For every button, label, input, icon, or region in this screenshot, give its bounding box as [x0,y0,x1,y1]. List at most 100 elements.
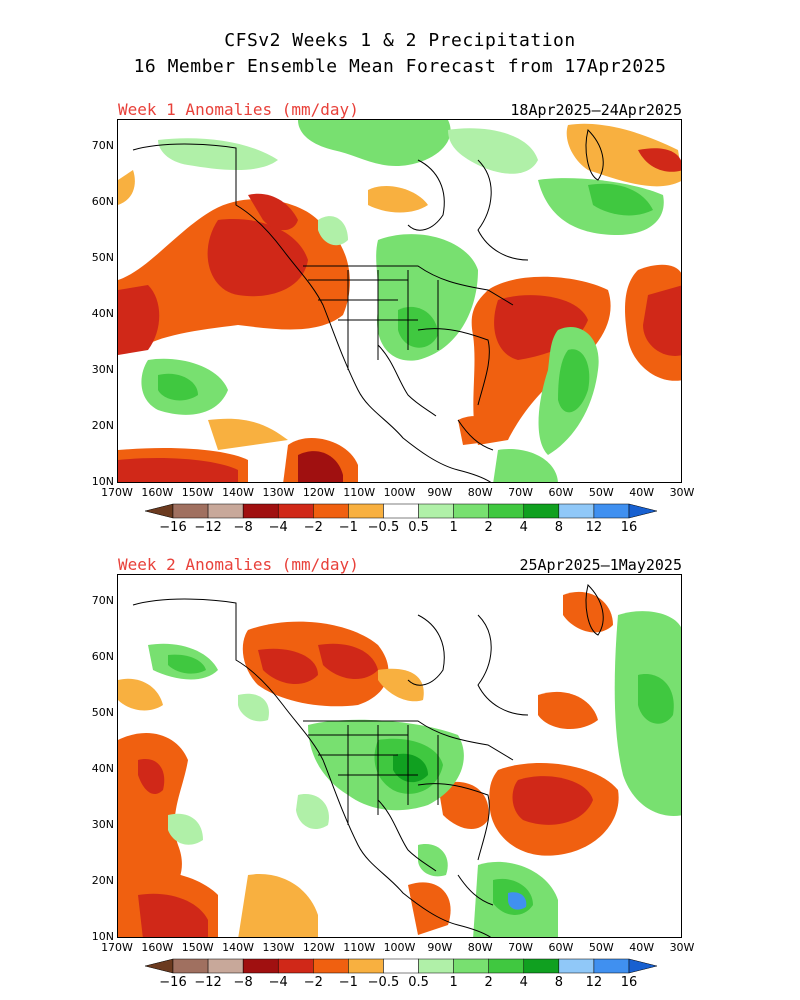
figure-title: CFSv2 Weeks 1 & 2 Precipitation [224,30,576,51]
colorbar-swatch [348,503,384,519]
lon-label: 140W [222,486,254,499]
colorbar-svg [144,958,658,974]
colorbar-tick-label: 12 [585,520,603,535]
week1-map [117,119,682,483]
colorbar-tick-label: 12 [585,975,603,990]
lon-label: 150W [181,486,214,499]
colorbar-swatch [277,503,314,519]
lat-label: 60N [91,650,114,663]
colorbar-swatch [418,958,454,974]
colorbar-swatch [523,958,560,974]
colorbar-tick-label: −8 [233,975,253,990]
colorbar-swatch [277,958,314,974]
lon-label: 120W [302,486,335,499]
colorbar-swatch [488,503,525,519]
colorbar-tick-label: 8 [554,520,563,535]
colorbar-swatch [172,503,209,519]
colorbar-swatch [242,503,279,519]
colorbar-tick-label: −2 [303,520,323,535]
lat-label: 30N [91,818,114,831]
lon-label: 110W [343,941,376,954]
lon-label: 130W [262,486,295,499]
week1-dates: 18Apr2025–24Apr2025 [510,101,682,119]
week1-dry-anomaly-fill [118,123,681,482]
week1-wet-anomaly-fill [141,120,664,482]
colorbar-swatch [523,503,560,519]
colorbar-tick-label: 4 [519,520,528,535]
lon-label: 60W [548,941,574,954]
colorbar-tick-label: 8 [554,975,563,990]
colorbar-tick-label: −16 [159,520,187,535]
lat-label: 20N [91,419,114,432]
colorbar-tick-label: −2 [303,975,323,990]
lat-label: 40N [91,762,114,775]
figure-subtitle: 16 Member Ensemble Mean Forecast from 17… [133,56,667,77]
colorbar-swatch [418,503,454,519]
lon-label: 30W [669,941,695,954]
week2-map [117,574,682,938]
colorbar-swatch [348,958,384,974]
lon-label: 160W [141,486,174,499]
week2-title: Week 2 Anomalies (mm/day) [118,555,359,574]
colorbar-tick-label: −16 [159,975,187,990]
colorbar-tick-label: −4 [268,520,288,535]
colorbar-swatch [242,958,279,974]
colorbar-tick-label: 1 [449,975,458,990]
week2-dates: 25Apr2025–1May2025 [519,556,682,574]
colorbar-tick-label: 0.5 [408,975,429,990]
week1-colorbar [144,503,658,523]
lat-label: 10N [91,930,114,943]
colorbar-tick-label: −12 [194,520,222,535]
colorbar-tick-label: 4 [519,975,528,990]
week1-title: Week 1 Anomalies (mm/day) [118,100,359,119]
colorbar-tick-label: −8 [233,520,253,535]
lon-label: 90W [427,941,453,954]
colorbar-swatch [558,503,595,519]
lat-label: 70N [91,594,114,607]
colorbar-tick-label: 16 [620,520,638,535]
lon-label: 160W [141,941,174,954]
week2-wet-anomaly-fill [148,611,681,937]
lon-label: 100W [383,941,416,954]
colorbar-swatch [453,958,489,974]
lon-label: 40W [629,486,655,499]
colorbar-tick-label: −12 [194,975,222,990]
lat-label: 50N [91,706,114,719]
lon-label: 60W [548,486,574,499]
week2-coastlines [132,584,604,937]
colorbar-swatch [172,958,209,974]
colorbar-swatch [558,958,595,974]
colorbar-swatch [453,503,489,519]
colorbar-swatch [488,958,525,974]
lat-label: 10N [91,475,114,488]
colorbar-swatch [383,503,419,519]
colorbar-tick-label: 0.5 [408,520,429,535]
lon-label: 70W [508,941,533,954]
colorbar-swatch [207,958,244,974]
lat-label: 30N [91,363,114,376]
lat-label: 50N [91,251,114,264]
colorbar-tick-label: 16 [620,975,638,990]
colorbar-swatch [383,958,419,974]
colorbar-tick-label: −1 [338,975,358,990]
colorbar-tick-label: 2 [484,975,493,990]
lon-label: 120W [302,941,335,954]
colorbar-swatch [313,958,349,974]
lon-label: 110W [343,486,376,499]
week2-colorbar [144,958,658,978]
colorbar-tick-label: −0.5 [367,975,400,990]
colorbar-swatch [593,503,630,519]
colorbar-swatch [207,503,244,519]
colorbar-tick-label: 1 [449,520,458,535]
lon-label: 70W [508,486,533,499]
lon-label: 170W [101,941,133,954]
lat-label: 70N [91,139,114,152]
colorbar-tick-label: 2 [484,520,493,535]
colorbar-svg [144,503,658,519]
lon-label: 40W [629,941,655,954]
lon-label: 170W [101,486,133,499]
lon-label: 90W [427,486,453,499]
colorbar-tick-label: −1 [338,520,358,535]
lon-label: 80W [467,941,493,954]
lon-label: 130W [262,941,295,954]
